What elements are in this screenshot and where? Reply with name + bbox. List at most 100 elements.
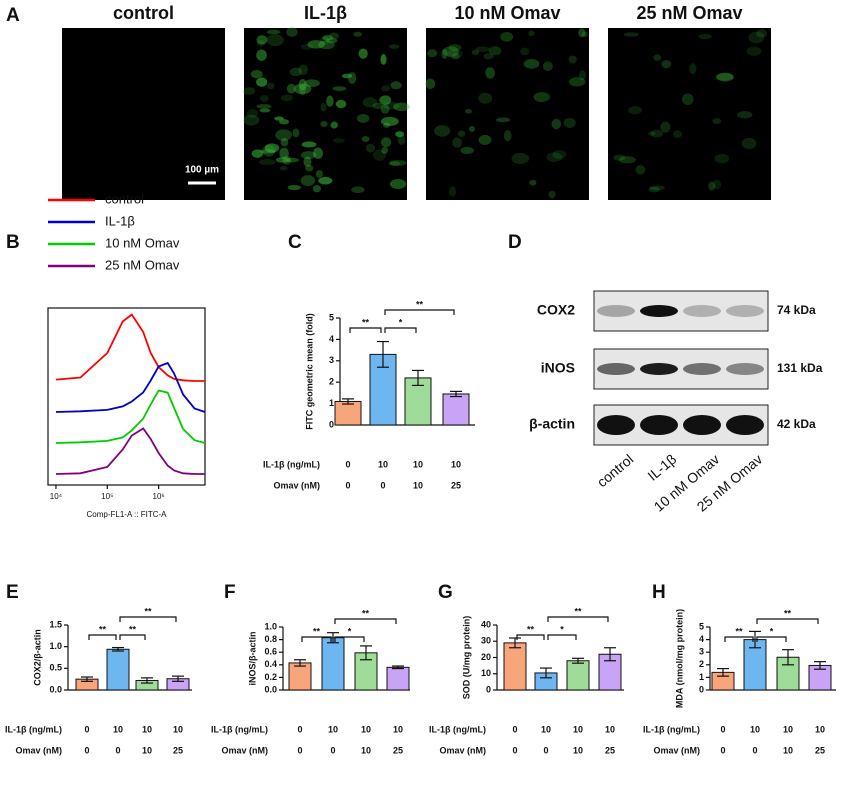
cell [716, 72, 734, 82]
condition-value: 0 [720, 745, 725, 755]
condition-value: 0 [752, 745, 757, 755]
cell [280, 137, 289, 147]
cell [373, 149, 386, 161]
cell [503, 130, 512, 142]
cell [282, 155, 292, 165]
cell [329, 32, 339, 40]
cell [485, 67, 496, 79]
cell [243, 114, 260, 126]
y-tick-label: 2 [329, 377, 334, 387]
histogram-line [55, 389, 206, 444]
band [726, 305, 764, 317]
y-tick-label: 2 [699, 659, 704, 669]
cell [259, 159, 276, 166]
blot-size: 74 kDa [777, 303, 816, 317]
cell [326, 95, 334, 107]
y-axis-label: iNOS/β-actin [247, 632, 257, 686]
cell [478, 92, 493, 104]
y-tick-label: 0 [486, 684, 491, 694]
band [640, 363, 678, 375]
cell [289, 67, 303, 77]
cell [266, 29, 281, 35]
cell [563, 117, 576, 128]
significance-bracket [119, 634, 146, 640]
cell [262, 144, 276, 157]
x-tick-label: 10⁴ [50, 492, 63, 501]
panel-label: E [6, 582, 19, 603]
lane-label: control [594, 451, 636, 490]
condition-value: 0 [720, 724, 725, 734]
blot [593, 290, 769, 332]
cell [446, 49, 463, 59]
cell [298, 78, 307, 91]
blot-row-label: COX2 [537, 302, 575, 318]
cell [312, 185, 321, 193]
cell [457, 130, 466, 137]
cell [712, 179, 722, 190]
cell [285, 157, 300, 163]
cell [746, 46, 762, 56]
condition-label: Omav (nM) [221, 745, 268, 755]
condition-value: 0 [115, 745, 120, 755]
image-title: 10 nM Omav [454, 3, 560, 23]
panel-label: C [288, 232, 302, 253]
cell [568, 77, 586, 87]
cell [259, 108, 271, 113]
bar [386, 666, 410, 691]
condition-value: 10 [541, 724, 551, 734]
cell [628, 106, 643, 115]
y-tick-label: 4 [329, 334, 334, 344]
y-tick-label: 5 [329, 312, 334, 322]
condition-label: IL-1β (ng/mL) [643, 724, 700, 734]
cell [452, 137, 462, 148]
cell [293, 83, 312, 95]
cell [533, 92, 551, 102]
legend-label: 25 nM Omav [105, 257, 180, 272]
significance-label: * [770, 626, 774, 636]
significance-bracket [384, 309, 455, 315]
cell [390, 81, 402, 90]
cell [650, 129, 664, 138]
y-tick-label: 10 [481, 668, 491, 678]
condition-value: 0 [330, 745, 335, 755]
cell [266, 34, 284, 47]
band [726, 415, 764, 435]
condition-value: 0 [297, 745, 302, 755]
condition-value: 10 [783, 724, 793, 734]
cell [689, 63, 697, 75]
significance-label: ** [416, 299, 424, 309]
cell [389, 179, 407, 189]
scale-bar-label: 100 µm [185, 165, 219, 176]
cell [280, 94, 293, 102]
y-tick-label: 1 [699, 672, 704, 682]
cell [393, 102, 410, 112]
y-tick-label: 0.4 [264, 659, 277, 669]
cell [322, 35, 334, 41]
cell [613, 154, 626, 161]
cell [578, 28, 586, 38]
y-tick-label: 3 [699, 647, 704, 657]
condition-label: IL-1β (ng/mL) [263, 459, 320, 469]
error-bar [172, 675, 184, 682]
cell [381, 146, 389, 154]
band [683, 363, 721, 375]
cell [475, 46, 490, 52]
cell [548, 190, 556, 199]
condition-value: 0 [380, 480, 385, 490]
panel-label: D [508, 232, 522, 253]
condition-value: 25 [605, 745, 615, 755]
cell [279, 166, 288, 171]
cell [341, 73, 353, 79]
band [726, 363, 764, 375]
error-bar [360, 645, 372, 661]
condition-value: 25 [451, 480, 461, 490]
micrograph [244, 28, 407, 200]
cell [286, 83, 296, 94]
error-bar [294, 659, 306, 667]
condition-value: 0 [297, 724, 302, 734]
significance-bracket [547, 634, 577, 640]
y-tick-label: 40 [481, 619, 491, 629]
significance-bracket [384, 327, 417, 333]
x-axis-label: Comp-FL1-A :: FITC-A [86, 510, 167, 519]
condition-value: 10 [573, 724, 583, 734]
